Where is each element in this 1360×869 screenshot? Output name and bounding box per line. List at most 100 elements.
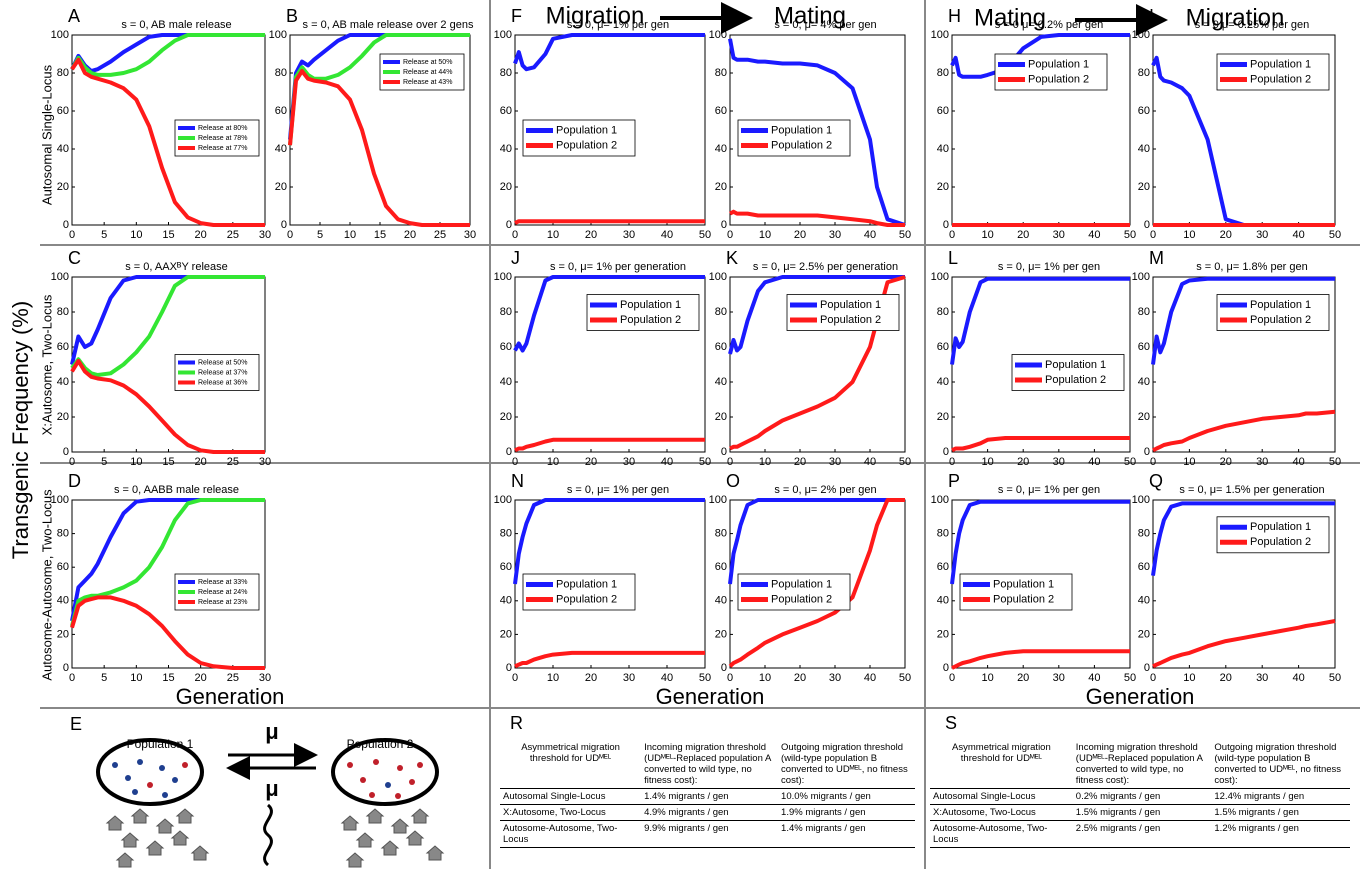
x-tick-label: 0 bbox=[512, 672, 518, 684]
table-cell: Asymmetrical migration threshold for UDᴹ… bbox=[930, 740, 1073, 789]
x-tick-label: 30 bbox=[623, 229, 635, 241]
line-series bbox=[951, 436, 1130, 453]
x-tick-label: 30 bbox=[259, 456, 271, 468]
legend-label: Population 2 bbox=[1250, 536, 1311, 548]
x-tick-label: 40 bbox=[1292, 229, 1304, 241]
population-label: Population 2 bbox=[347, 737, 414, 751]
x-tick-label: 20 bbox=[1017, 229, 1029, 241]
x-tick-label: 30 bbox=[829, 456, 841, 468]
panel-label: C bbox=[68, 248, 81, 268]
y-tick-label: 40 bbox=[500, 143, 512, 155]
x-tick-label: 10 bbox=[759, 229, 771, 241]
dot bbox=[162, 792, 168, 798]
y-tick-label: 100 bbox=[1132, 494, 1150, 506]
legend-label: Population 2 bbox=[771, 139, 832, 151]
y-tick-label: 0 bbox=[506, 446, 512, 458]
y-tick-label: 60 bbox=[1138, 341, 1150, 353]
y-tick-label: 100 bbox=[269, 29, 287, 41]
y-tick-label: 80 bbox=[275, 67, 287, 79]
panel-label: E bbox=[70, 714, 82, 734]
dot bbox=[112, 762, 118, 768]
legend-label: Population 1 bbox=[1250, 58, 1311, 70]
mu-label: μ bbox=[265, 776, 278, 801]
y-tick-label: 100 bbox=[1132, 29, 1150, 41]
y-tick-label: 40 bbox=[57, 595, 69, 607]
row-label: X:Autosome, Two-Locus bbox=[39, 294, 54, 435]
line-series bbox=[1152, 409, 1336, 453]
table-row: Autosomal Single-Locus 1.4% migrants / ge… bbox=[500, 788, 915, 805]
header: Mating bbox=[774, 2, 846, 29]
panel-label: N bbox=[511, 471, 524, 491]
y-tick-label: 60 bbox=[937, 341, 949, 353]
table-cell: 2.5% migrants / gen bbox=[1072, 820, 1212, 848]
y-tick-label: 20 bbox=[1138, 411, 1150, 423]
x-tick-label: 50 bbox=[899, 456, 911, 468]
y-tick-label: 60 bbox=[57, 561, 69, 573]
y-tick-label: 100 bbox=[709, 494, 727, 506]
panel-label: H bbox=[948, 6, 961, 26]
y-tick-label: 20 bbox=[715, 411, 727, 423]
table-cell: X:Autosome, Two-Locus bbox=[930, 804, 1073, 821]
table-cell: 1.5% migrants / gen bbox=[1072, 804, 1212, 821]
panel-label: M bbox=[1149, 248, 1164, 268]
line-series bbox=[950, 276, 1130, 365]
row-label: Autosomal Single-Locus bbox=[39, 64, 54, 205]
chart-title: s = 0 μ= 0.25% per gen bbox=[1195, 19, 1310, 31]
legend-label: Population 2 bbox=[1045, 374, 1106, 386]
panel-label: F bbox=[511, 6, 522, 26]
y-tick-label: 100 bbox=[494, 271, 512, 283]
dot bbox=[125, 775, 131, 781]
x-tick-label: 0 bbox=[69, 229, 75, 241]
y-tick-label: 40 bbox=[500, 595, 512, 607]
line-series bbox=[728, 38, 906, 227]
table-cell: Outgoing migration threshold (wild-type … bbox=[778, 740, 915, 789]
dot bbox=[409, 779, 415, 785]
legend-label: Population 1 bbox=[620, 299, 681, 311]
header: Migration bbox=[546, 2, 645, 29]
legend-label: Release at 50% bbox=[198, 359, 247, 366]
x-tick-label: 40 bbox=[661, 229, 673, 241]
chart-title: s = 0, AB male release over 2 gens bbox=[303, 19, 474, 31]
y-tick-label: 80 bbox=[500, 306, 512, 318]
table-cell: 0.2% migrants / gen bbox=[1072, 788, 1212, 805]
chart-title: s = 0, μ= 1% per gen bbox=[567, 19, 669, 31]
y-tick-label: 60 bbox=[937, 561, 949, 573]
legend-box bbox=[586, 294, 700, 331]
house-icon bbox=[146, 840, 164, 856]
y-tick-label: 20 bbox=[500, 628, 512, 640]
y-tick-label: 20 bbox=[500, 181, 512, 193]
x-tick-label: 10 bbox=[981, 229, 993, 241]
y-tick-label: 20 bbox=[937, 181, 949, 193]
house-icon bbox=[356, 832, 374, 848]
legend-label: Population 1 bbox=[1250, 521, 1311, 533]
legend-label: Release at 50% bbox=[403, 59, 452, 66]
panel-label: K bbox=[726, 248, 738, 268]
x-tick-label: 0 bbox=[512, 229, 518, 241]
x-tick-label: 30 bbox=[1053, 229, 1065, 241]
y-tick-label: 100 bbox=[51, 29, 69, 41]
x-tick-label: 0 bbox=[949, 672, 955, 684]
table-row: Asymmetrical migration threshold for UDᴹ… bbox=[930, 740, 1350, 789]
y-tick-label: 20 bbox=[715, 181, 727, 193]
dot bbox=[373, 759, 379, 765]
y-tick-label: 40 bbox=[715, 595, 727, 607]
x-tick-label: 5 bbox=[101, 229, 107, 241]
line-series bbox=[70, 359, 265, 454]
population-ellipse bbox=[96, 738, 204, 806]
dot bbox=[147, 782, 153, 788]
y-tick-label: 60 bbox=[937, 105, 949, 117]
legend-label: Release at 36% bbox=[198, 379, 247, 386]
legend-box bbox=[959, 573, 1073, 611]
y-tick-label: 80 bbox=[715, 528, 727, 540]
x-tick-label: 10 bbox=[130, 229, 142, 241]
y-tick-label: 80 bbox=[937, 528, 949, 540]
x-tick-label: 30 bbox=[623, 672, 635, 684]
y-tick-label: 80 bbox=[1138, 306, 1150, 318]
house-icon bbox=[191, 845, 209, 861]
x-tick-label: 10 bbox=[547, 672, 559, 684]
y-tick-label: 100 bbox=[51, 271, 69, 283]
threshold-table: Asymmetrical migration threshold for UDᴹ… bbox=[500, 740, 915, 848]
x-tick-label: 20 bbox=[585, 672, 597, 684]
